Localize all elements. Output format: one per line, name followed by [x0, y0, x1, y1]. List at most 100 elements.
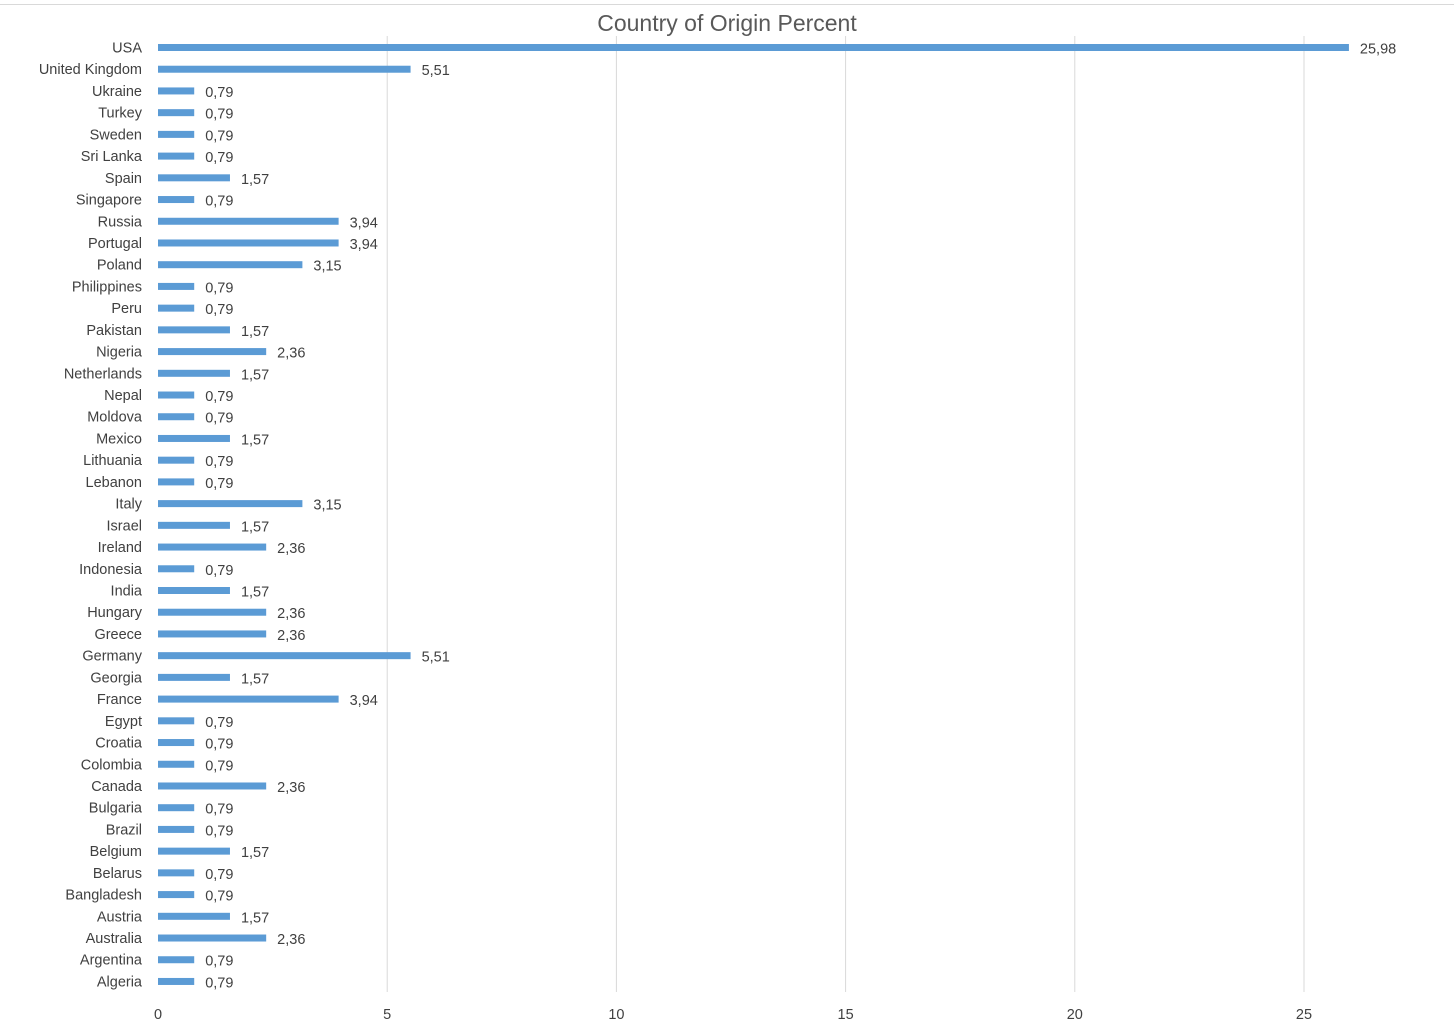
- data-label: 2,36: [277, 628, 305, 644]
- data-label: 2,36: [277, 606, 305, 622]
- category-label: India: [111, 584, 143, 600]
- data-label: 0,79: [205, 823, 233, 839]
- bar: [158, 282, 195, 290]
- bar: [158, 152, 195, 160]
- category-label: Russia: [98, 214, 143, 230]
- category-label: Pakistan: [86, 323, 142, 339]
- bar: [158, 44, 1349, 51]
- bar: [158, 912, 230, 920]
- bar: [158, 500, 303, 508]
- bar: [158, 891, 195, 899]
- bar: [158, 717, 195, 725]
- category-label: Belarus: [93, 866, 142, 882]
- bar: [158, 391, 195, 399]
- bar: [158, 174, 230, 182]
- data-label: 2,36: [277, 346, 305, 362]
- data-label: 5,51: [422, 650, 450, 666]
- bar: [158, 673, 230, 681]
- bar: [158, 413, 195, 421]
- data-label: 0,79: [205, 476, 233, 492]
- bar: [158, 261, 303, 269]
- x-axis-ticks: 0 5 10 15 20 25: [154, 1007, 1312, 1023]
- bar: [158, 456, 195, 464]
- category-label: Israel: [107, 518, 142, 534]
- bar: [158, 587, 230, 594]
- category-label: Brazil: [106, 822, 142, 838]
- data-label: 2,36: [277, 541, 305, 557]
- data-label: 3,94: [350, 693, 378, 709]
- bar: [158, 869, 195, 877]
- x-tick-label: 0: [154, 1007, 162, 1023]
- data-label: 0,79: [205, 954, 233, 970]
- data-label: 1,57: [241, 671, 269, 687]
- category-label: Mexico: [96, 431, 142, 447]
- bar: [158, 109, 195, 117]
- data-label: 1,57: [241, 432, 269, 448]
- data-label: 1,57: [241, 324, 269, 340]
- data-label: 0,79: [205, 802, 233, 818]
- category-label: Hungary: [87, 605, 143, 621]
- category-label: Austria: [97, 909, 143, 925]
- data-label: 5,51: [422, 63, 450, 79]
- category-label: Germany: [82, 649, 142, 665]
- bar: [158, 804, 195, 812]
- category-label: Turkey: [98, 106, 143, 122]
- category-label: Bangladesh: [65, 888, 142, 904]
- category-label: Portugal: [88, 236, 142, 252]
- bar: [158, 608, 267, 616]
- data-label: 2,36: [277, 932, 305, 948]
- x-tick-label: 15: [838, 1007, 854, 1023]
- bar: [158, 934, 267, 942]
- category-label: Sri Lanka: [81, 149, 143, 165]
- data-label: 0,79: [205, 563, 233, 579]
- bar: [158, 348, 267, 356]
- data-label: 0,79: [205, 128, 233, 144]
- data-label: 3,15: [313, 498, 341, 514]
- bar: [158, 326, 230, 334]
- data-label: 2,36: [277, 780, 305, 796]
- bar: [158, 825, 195, 833]
- category-label: Nepal: [104, 388, 142, 404]
- data-labels: 25,98 5,51 0,79 0,79 0,79 0,79 1,57 0,79 3,94 3,9…: [205, 42, 1396, 992]
- data-label: 0,79: [205, 867, 233, 883]
- data-label: 0,79: [205, 715, 233, 731]
- category-label: Ukraine: [92, 84, 142, 100]
- data-label: 0,79: [205, 150, 233, 166]
- bar: [158, 239, 339, 247]
- data-label: 3,94: [350, 215, 378, 231]
- category-label: Italy: [115, 497, 142, 513]
- category-labels: USA United Kingdom Ukraine Turkey Sweden Sri …: [39, 41, 143, 991]
- bar: [158, 977, 195, 985]
- category-label: Peru: [111, 301, 142, 317]
- chart-border: [0, 4, 1454, 5]
- category-label: United Kingdom: [39, 62, 142, 78]
- category-label: Indonesia: [79, 562, 143, 578]
- data-label: 3,15: [313, 259, 341, 275]
- data-label: 0,79: [205, 889, 233, 905]
- category-label: Greece: [94, 627, 142, 643]
- data-label: 25,98: [1360, 42, 1396, 58]
- data-label: 3,94: [350, 237, 378, 253]
- data-label: 0,79: [205, 302, 233, 318]
- gridlines: [386, 36, 1305, 992]
- bar: [158, 130, 195, 138]
- data-label: 1,57: [241, 519, 269, 535]
- x-tick-label: 10: [608, 1007, 624, 1023]
- data-label: 0,79: [205, 280, 233, 296]
- bar: [158, 196, 195, 204]
- category-label: USA: [112, 41, 142, 57]
- data-label: 1,57: [241, 367, 269, 383]
- bar: [158, 369, 230, 377]
- category-label: Bulgaria: [89, 801, 143, 817]
- data-label: 0,79: [205, 737, 233, 753]
- bar: [158, 847, 230, 855]
- bar: [158, 565, 195, 573]
- data-label: 0,79: [205, 389, 233, 405]
- data-label: 0,79: [205, 975, 233, 991]
- category-label: Algeria: [97, 974, 143, 990]
- data-label: 1,57: [241, 585, 269, 601]
- category-label: Colombia: [81, 757, 143, 773]
- bar: [158, 217, 339, 225]
- bar: [158, 782, 267, 790]
- data-label: 0,79: [205, 758, 233, 774]
